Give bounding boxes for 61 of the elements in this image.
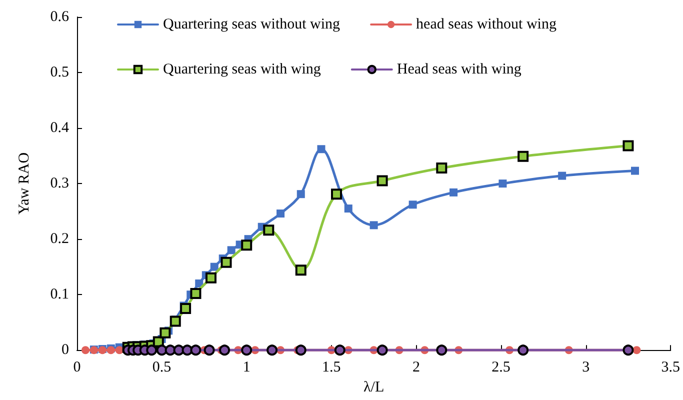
point [558,172,566,180]
x-tick-label: 3 [582,360,590,376]
point [219,344,230,356]
point [295,264,306,276]
point [190,288,202,299]
legend-label: head seas without wing [416,16,557,32]
point [631,166,640,175]
point [622,344,634,356]
point [180,302,192,314]
point [276,210,285,218]
y-tick-label: 0.6 [50,9,70,25]
point [210,262,218,271]
legend-label: Quartering seas with wing [163,62,322,78]
x-tick-label: 3.5 [661,360,680,376]
y-tick-label: 0.3 [50,176,69,192]
x-tick-label: 2.5 [492,360,510,376]
x-tick-label: 1.5 [322,360,341,376]
point [160,327,171,338]
point [436,162,448,174]
y-tick-label: 0.4 [50,120,70,136]
point [408,200,417,209]
point [632,346,641,354]
y-tick-label: 0.2 [50,231,69,248]
point [450,188,458,196]
point [376,175,388,186]
point [498,180,507,188]
point [518,150,529,162]
y-axis-title: Yaw RAO [16,152,32,215]
point [518,344,529,356]
point [317,145,326,154]
point [370,221,378,230]
point [81,346,90,354]
point [295,344,306,356]
point [331,188,342,200]
x-tick-label: 1 [242,360,250,376]
point [220,256,232,268]
x-tick-label: 2 [412,360,420,376]
point [622,140,634,152]
x-tick-label: 0 [73,360,81,376]
point [263,224,274,236]
point [296,190,305,198]
point [146,344,158,356]
point [344,204,352,213]
legend-label: Head seas with wing [396,62,522,78]
legend-label: Quartering seas without wing [163,16,341,32]
point [227,246,236,254]
point [334,344,346,356]
point [205,272,216,284]
point [436,344,448,356]
x-axis-title: λ/L [364,380,384,396]
point [204,344,215,356]
point [156,344,168,356]
point [170,316,181,327]
point [241,344,252,356]
point [266,344,278,356]
y-tick-label: 0.1 [50,286,69,303]
x-tick-label: 0.5 [152,360,172,376]
y-tick-label: 0 [62,342,69,358]
point [115,346,124,354]
y-tick-label: 0.5 [50,64,69,81]
point [241,240,252,251]
